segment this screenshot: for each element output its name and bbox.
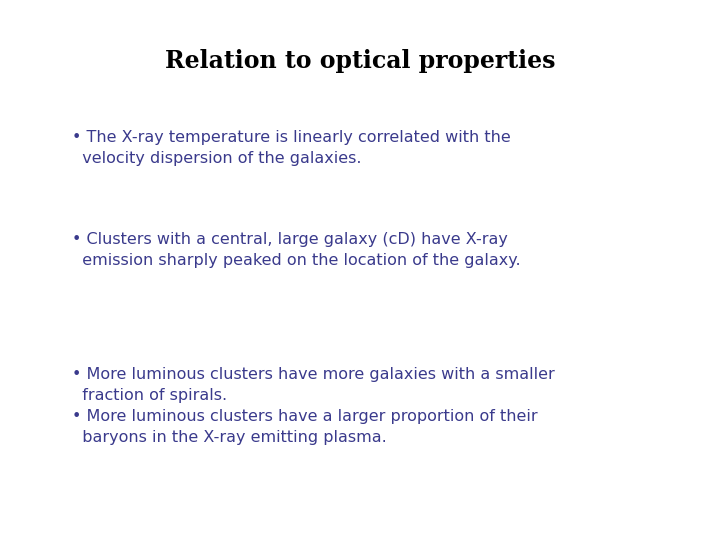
Text: • The X-ray temperature is linearly correlated with the
  velocity dispersion of: • The X-ray temperature is linearly corr…: [72, 130, 510, 166]
Text: • More luminous clusters have more galaxies with a smaller
  fraction of spirals: • More luminous clusters have more galax…: [72, 367, 554, 445]
Text: Relation to optical properties: Relation to optical properties: [165, 49, 555, 72]
Text: • Clusters with a central, large galaxy (cD) have X-ray
  emission sharply peake: • Clusters with a central, large galaxy …: [72, 232, 521, 268]
